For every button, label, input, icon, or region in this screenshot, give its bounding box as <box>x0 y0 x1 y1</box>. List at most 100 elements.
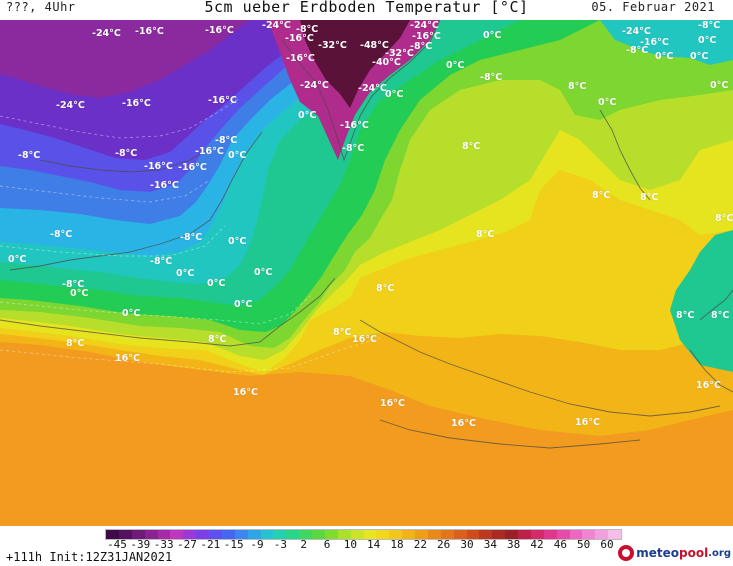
colorbar-segment <box>247 530 261 539</box>
europe-cold-region <box>600 20 733 65</box>
colorbar-segment <box>299 530 312 539</box>
temperature-label: 8°C <box>640 192 659 203</box>
colorbar-tick-label: -27 <box>177 538 197 551</box>
colorbar-segment <box>363 530 377 539</box>
logo-text-domain: .org <box>708 547 731 559</box>
logo-text-meteo: meteo <box>636 546 680 560</box>
temperature-label: 8°C <box>333 327 352 338</box>
temperature-label: 8°C <box>208 334 227 345</box>
forecast-time: ???, 4Uhr <box>6 0 76 14</box>
temperature-label: -24°C <box>622 26 651 37</box>
temperature-label: 0°C <box>655 51 674 62</box>
temperature-label: -8°C <box>150 256 173 267</box>
model-run-info: +111h Init:12Z31JAN2021 <box>6 550 173 564</box>
temperature-label: -24°C <box>300 80 329 91</box>
colorbar-ticks: -45 -39 -33 -27 -21 -15 -9 -3 2 6 10 14 18 22 26 30 34 38… <box>103 538 628 552</box>
colorbar-segment <box>170 530 184 539</box>
colorbar-segment <box>183 530 197 539</box>
temperature-label: 16°C <box>575 417 600 428</box>
colorbar-segment <box>402 530 415 539</box>
temperature-label: -16°C <box>286 53 315 64</box>
colorbar-segment <box>350 530 364 539</box>
colorbar-tick-label: 2 <box>300 538 307 551</box>
colorbar-tick-label: 10 <box>343 538 357 551</box>
colorbar-segment <box>131 530 145 539</box>
temperature-label: 8°C <box>476 229 495 240</box>
colorbar-segment <box>556 530 570 539</box>
temperature-label: -8°C <box>698 20 721 31</box>
temperature-label: 8°C <box>592 190 611 201</box>
colorbar-tick-label: -21 <box>200 538 221 551</box>
temperature-label: -16°C <box>122 98 151 109</box>
colorbar-segment <box>389 530 403 539</box>
temperature-label: 8°C <box>568 81 587 92</box>
colorbar-tick-label: 34 <box>483 538 497 551</box>
logo-text-pool: pool <box>679 546 709 560</box>
temperature-label: 0°C <box>690 51 709 62</box>
colorbar-tick-label: -15 <box>223 538 244 551</box>
temperature-label: -8°C <box>480 72 503 83</box>
temperature-label: 0°C <box>483 30 502 41</box>
colorbar-segment <box>376 530 390 539</box>
colorbar-segment <box>286 530 300 539</box>
colorbar-segment <box>569 530 583 539</box>
colorbar-segment <box>196 530 209 539</box>
colorbar-tick-label: 18 <box>390 538 404 551</box>
map-title: 5cm ueber Erdboden Temperatur [°C] <box>204 0 529 16</box>
temperature-label: 16°C <box>352 334 377 345</box>
temperature-label: -8°C <box>410 41 433 52</box>
colorbar-tick-label: -3 <box>273 538 287 551</box>
temperature-label: 16°C <box>696 380 721 391</box>
forecast-date: 05. Februar 2021 <box>591 0 715 14</box>
temperature-label: -24°C <box>92 28 121 39</box>
temperature-label: -24°C <box>56 100 85 111</box>
colorbar-segment <box>144 530 158 539</box>
temperature-label: -8°C <box>18 150 41 161</box>
temperature-label: -16°C <box>150 180 179 191</box>
temperature-label: -16°C <box>195 146 224 157</box>
temperature-label: 16°C <box>115 353 140 364</box>
temperature-label: 8°C <box>66 338 85 349</box>
colorbar-segment <box>260 530 274 539</box>
colorbar-segment <box>118 530 132 539</box>
temperature-label: -8°C <box>62 279 85 290</box>
colorbar-segment <box>221 530 235 539</box>
colorbar-segment <box>505 530 518 539</box>
colorbar-tick-label: 42 <box>530 538 544 551</box>
colorbar-segment <box>337 530 351 539</box>
colorbar-tick-label: 26 <box>437 538 451 551</box>
temperature-label: -16°C <box>178 162 207 173</box>
temperature-label: 8°C <box>462 141 481 152</box>
temperature-label: -16°C <box>340 120 369 131</box>
colorbar-segment <box>518 530 531 539</box>
colorbar-segment <box>479 530 493 539</box>
temperature-label: -40°C <box>372 57 401 68</box>
colorbar-segment <box>595 530 609 539</box>
temperature-label: 0°C <box>598 97 617 108</box>
temperature-label: -16°C <box>144 161 173 172</box>
colorbar-tick-label: 14 <box>367 538 381 551</box>
colorbar-segment <box>157 530 171 539</box>
colorbar-segment <box>453 530 467 539</box>
temperature-label: 0°C <box>298 110 317 121</box>
colorbar-tick-label: -33 <box>153 538 174 551</box>
temperature-label: -8°C <box>342 143 365 154</box>
meteopool-logo[interactable]: meteo pool .org <box>618 543 731 563</box>
temperature-label: 16°C <box>451 418 476 429</box>
temperature-label: -24°C <box>262 20 291 31</box>
colorbar-tick-label: 6 <box>323 538 331 551</box>
band-polar-region <box>0 20 250 98</box>
colorbar-segment <box>324 530 338 539</box>
colorbar-segment <box>530 530 544 539</box>
temperature-label: 0°C <box>385 89 404 100</box>
colorbar-tick-label: 46 <box>553 538 567 551</box>
greenland-core-region <box>300 20 410 108</box>
temperature-label: 8°C <box>676 310 695 321</box>
temperature-label: -8°C <box>115 148 138 159</box>
colorbar-tick-label: 50 <box>577 538 591 551</box>
temperature-label: 0°C <box>176 268 195 279</box>
colorbar-tick-label: 22 <box>413 538 427 551</box>
colorbar-tick-label: 30 <box>460 538 474 551</box>
footer: -45 -39 -33 -27 -21 -15 -9 -3 2 6 10 14 18 22 26 30 34 38… <box>0 526 733 566</box>
colorbar-segment <box>209 530 222 539</box>
